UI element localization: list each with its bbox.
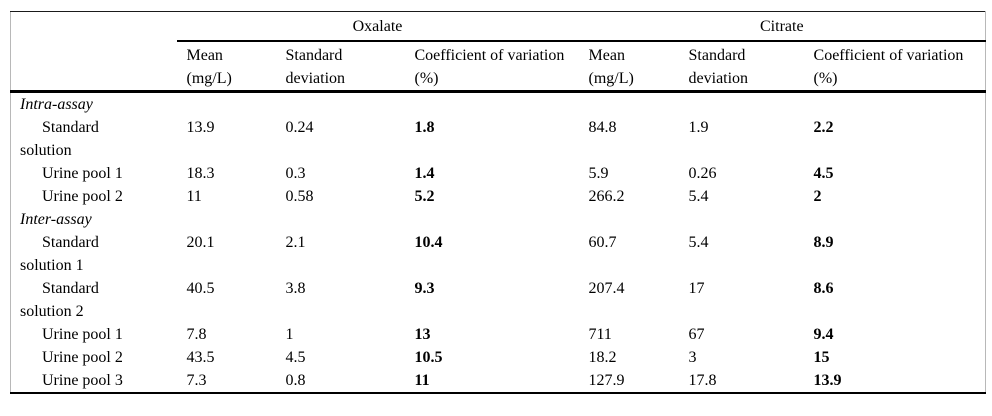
row-label: Urine pool 1 bbox=[42, 326, 123, 343]
analyte-group-header-row: Oxalate Citrate bbox=[11, 11, 986, 42]
citrate-mean-value: 18.2 bbox=[588, 349, 617, 366]
corner-cell bbox=[11, 12, 177, 42]
column-header-row: Mean (mg/L) Standard deviation Coefficie… bbox=[10, 41, 986, 93]
row-label: Urine pool 3 bbox=[42, 372, 123, 389]
oxalate-mean-header: Mean (mg/L) bbox=[176, 41, 276, 93]
oxalate-mean-value: 43.5 bbox=[186, 349, 215, 366]
oxalate-mean-value: 20.1 bbox=[186, 234, 215, 251]
oxalate-sd-value: 0.8 bbox=[285, 372, 306, 389]
oxalate-cv-value: 13 bbox=[414, 326, 431, 343]
citrate-cv-value: 8.6 bbox=[813, 280, 834, 297]
table-row: Urine pool 3 7.3 0.8 11 127.9 17.8 13.9 bbox=[11, 369, 986, 393]
table-row: Standard solution 2 40.5 3.8 9.3 207.4 1… bbox=[11, 277, 986, 323]
oxalate-sd-value: 0.3 bbox=[285, 165, 306, 182]
citrate-mean-value: 84.8 bbox=[588, 119, 617, 136]
row-label: Urine pool 2 bbox=[42, 349, 123, 366]
oxalate-cv-header: Coefficient of variation (%) bbox=[404, 41, 579, 93]
citrate-mean-value: 711 bbox=[588, 326, 612, 343]
citrate-cv-value: 2 bbox=[813, 188, 822, 205]
row-label: Standard solution 1 bbox=[20, 234, 99, 274]
citrate-cv-value: 9.4 bbox=[813, 326, 834, 343]
citrate-mean-value: 266.2 bbox=[588, 188, 625, 205]
citrate-mean-value: 5.9 bbox=[588, 165, 609, 182]
oxalate-sd-header: Standard deviation bbox=[275, 41, 405, 93]
table-row: Urine pool 1 7.8 1 13 711 67 9.4 bbox=[11, 323, 986, 346]
oxalate-mean-value: 11 bbox=[186, 188, 202, 205]
oxalate-cv-value: 5.2 bbox=[414, 188, 435, 205]
citrate-sd-value: 5.4 bbox=[688, 234, 709, 251]
row-label: Urine pool 1 bbox=[42, 165, 123, 182]
citrate-cv-value: 8.9 bbox=[813, 234, 834, 251]
citrate-mean-value: 127.9 bbox=[588, 372, 625, 389]
oxalate-mean-value: 7.8 bbox=[186, 326, 207, 343]
table-row: Urine pool 1 18.3 0.3 1.4 5.9 0.26 4.5 bbox=[11, 162, 986, 185]
citrate-mean-value: 60.7 bbox=[588, 234, 617, 251]
citrate-sd-value: 3 bbox=[688, 349, 697, 366]
citrate-cv-value: 15 bbox=[813, 349, 830, 366]
table-row: Standard solution 13.9 0.24 1.8 84.8 1.9… bbox=[11, 116, 986, 162]
oxalate-sd-value: 2.1 bbox=[285, 234, 306, 251]
citrate-sd-header: Standard deviation bbox=[678, 41, 804, 93]
section-label-intra-assay: Intra-assay bbox=[20, 96, 93, 113]
citrate-group-header: Citrate bbox=[578, 11, 986, 42]
oxalate-mean-value: 7.3 bbox=[186, 372, 207, 389]
oxalate-cv-value: 9.3 bbox=[414, 280, 435, 297]
oxalate-cv-value: 10.5 bbox=[414, 349, 443, 366]
section-header-row: Inter-assay bbox=[11, 208, 986, 231]
oxalate-mean-value: 13.9 bbox=[186, 119, 215, 136]
section-header-row: Intra-assay bbox=[11, 92, 986, 117]
row-label: Standard solution 2 bbox=[20, 280, 99, 320]
citrate-cv-header: Coefficient of variation (%) bbox=[803, 41, 986, 93]
oxalate-mean-value: 40.5 bbox=[186, 280, 215, 297]
citrate-mean-header: Mean (mg/L) bbox=[578, 41, 679, 93]
citrate-sd-value: 17.8 bbox=[688, 372, 717, 389]
row-label: Standard solution bbox=[20, 119, 99, 159]
oxalate-mean-value: 18.3 bbox=[186, 165, 215, 182]
citrate-sd-value: 17 bbox=[688, 280, 705, 297]
row-label: Urine pool 2 bbox=[42, 188, 123, 205]
row-label-column-spacer bbox=[10, 41, 177, 93]
citrate-sd-value: 1.9 bbox=[688, 119, 709, 136]
citrate-sd-value: 0.26 bbox=[688, 165, 717, 182]
oxalate-group-header: Oxalate bbox=[176, 11, 579, 42]
oxalate-cv-value: 1.4 bbox=[414, 165, 435, 182]
assay-precision-table: Oxalate Citrate Mean (mg/L) Standard dev… bbox=[10, 11, 987, 394]
oxalate-sd-value: 4.5 bbox=[285, 349, 306, 366]
table-row: Standard solution 1 20.1 2.1 10.4 60.7 5… bbox=[11, 231, 986, 277]
citrate-cv-value: 13.9 bbox=[813, 372, 842, 389]
citrate-cv-value: 4.5 bbox=[813, 165, 834, 182]
oxalate-cv-value: 10.4 bbox=[414, 234, 443, 251]
section-label-inter-assay: Inter-assay bbox=[20, 211, 92, 228]
table-row: Urine pool 2 43.5 4.5 10.5 18.2 3 15 bbox=[11, 346, 986, 369]
oxalate-sd-value: 1 bbox=[285, 326, 294, 343]
oxalate-sd-value: 0.58 bbox=[285, 188, 314, 205]
citrate-sd-value: 67 bbox=[688, 326, 705, 343]
table-row: Urine pool 2 11 0.58 5.2 266.2 5.4 2 bbox=[11, 185, 986, 208]
oxalate-cv-value: 11 bbox=[414, 372, 430, 389]
oxalate-cv-value: 1.8 bbox=[414, 119, 435, 136]
citrate-cv-value: 2.2 bbox=[813, 119, 834, 136]
oxalate-sd-value: 3.8 bbox=[285, 280, 306, 297]
citrate-mean-value: 207.4 bbox=[588, 280, 625, 297]
citrate-sd-value: 5.4 bbox=[688, 188, 709, 205]
oxalate-sd-value: 0.24 bbox=[285, 119, 314, 136]
